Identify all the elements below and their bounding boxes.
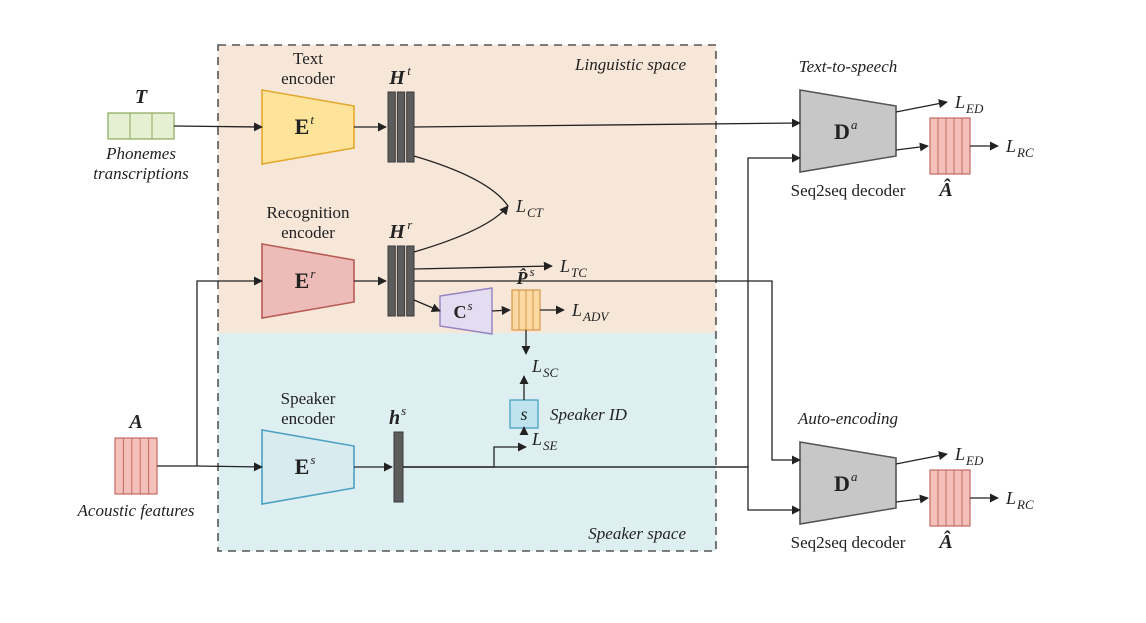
svg-text:Recognition: Recognition	[266, 203, 350, 222]
svg-text:ADV: ADV	[582, 309, 610, 324]
svg-text:D: D	[834, 119, 850, 144]
svg-text:C: C	[454, 302, 467, 322]
svg-text:L: L	[954, 92, 965, 112]
svg-text:E: E	[295, 114, 310, 139]
svg-text:a: a	[851, 117, 858, 132]
svg-text:Â: Â	[937, 529, 952, 553]
svg-text:Phonemes: Phonemes	[105, 144, 176, 163]
svg-text:a: a	[851, 469, 858, 484]
seg-box	[108, 113, 174, 139]
svg-text:L: L	[531, 429, 542, 449]
svg-text:Text-to-speech: Text-to-speech	[799, 57, 898, 76]
svg-text:Speaker space: Speaker space	[588, 524, 686, 543]
seg-box	[930, 470, 970, 526]
svg-text:Linguistic space: Linguistic space	[574, 55, 686, 74]
svg-text:L: L	[571, 300, 582, 320]
seg-box	[115, 438, 157, 494]
svg-text:ED: ED	[965, 453, 984, 468]
svg-text:Speaker: Speaker	[281, 389, 336, 408]
seg-box	[930, 118, 970, 174]
svg-text:L: L	[559, 256, 570, 276]
svg-text:T: T	[135, 86, 148, 108]
svg-text:L: L	[954, 444, 965, 464]
svg-text:t: t	[407, 63, 411, 78]
svg-text:H: H	[388, 221, 406, 243]
svg-text:H: H	[388, 67, 406, 89]
svg-text:D: D	[834, 471, 850, 496]
svg-text:RC: RC	[1016, 497, 1034, 512]
svg-text:s: s	[520, 404, 527, 424]
svg-text:t: t	[310, 112, 314, 127]
svg-text:s: s	[468, 298, 473, 313]
svg-text:Text: Text	[293, 49, 323, 68]
svg-text:TC: TC	[571, 265, 587, 280]
svg-text:ED: ED	[965, 101, 984, 116]
svg-text:Auto-encoding: Auto-encoding	[797, 409, 898, 428]
svg-text:encoder: encoder	[281, 409, 335, 428]
svg-text:P̂: P̂	[516, 268, 529, 288]
seg-box	[512, 290, 540, 330]
svg-text:Seq2seq decoder: Seq2seq decoder	[791, 181, 906, 200]
svg-text:encoder: encoder	[281, 223, 335, 242]
svg-text:Acoustic features: Acoustic features	[77, 501, 195, 520]
svg-text:SE: SE	[543, 438, 558, 453]
svg-text:SC: SC	[543, 365, 559, 380]
svg-text:CT: CT	[527, 205, 544, 220]
svg-text:L: L	[1005, 488, 1016, 508]
svg-text:Â: Â	[937, 177, 952, 201]
svg-text:RC: RC	[1016, 145, 1034, 160]
svg-text:L: L	[1005, 136, 1016, 156]
svg-text:encoder: encoder	[281, 69, 335, 88]
svg-text:E: E	[295, 268, 310, 293]
svg-text:L: L	[515, 196, 526, 216]
svg-text:E: E	[295, 454, 310, 479]
svg-text:transcriptions: transcriptions	[93, 164, 189, 183]
svg-text:s: s	[310, 452, 315, 467]
svg-text:A: A	[127, 411, 142, 433]
svg-text:Seq2seq decoder: Seq2seq decoder	[791, 533, 906, 552]
svg-text:h: h	[389, 407, 400, 429]
svg-text:s: s	[401, 403, 406, 418]
svg-text:L: L	[531, 356, 542, 376]
svg-text:Speaker ID: Speaker ID	[550, 405, 628, 424]
